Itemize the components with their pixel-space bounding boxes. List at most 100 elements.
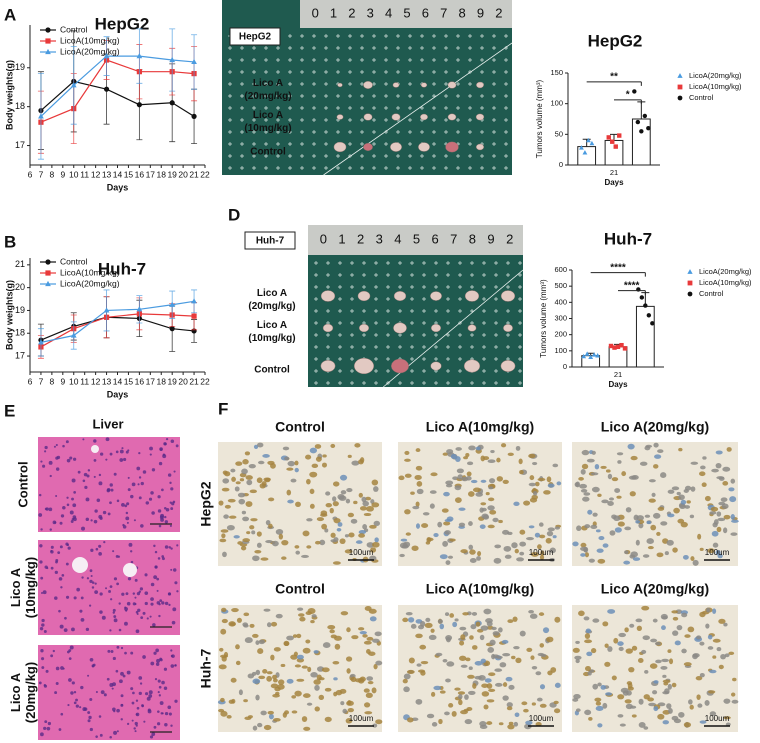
cell [519,529,526,535]
grid-cross [458,357,462,361]
cell [243,612,250,617]
cell [486,699,495,703]
grid-cross [456,154,460,158]
cell [627,682,633,689]
cell [647,697,654,702]
grid-cross [504,94,508,98]
cell [415,698,423,705]
tumor [390,142,402,152]
cell [410,623,417,629]
cell [711,530,719,537]
nucleus [120,671,124,676]
data-point [38,113,44,119]
cell [301,665,308,669]
x-axis-label: Days [604,178,624,187]
cell [709,711,717,716]
cell [402,617,409,623]
cell [221,533,226,539]
grid-cross [420,166,424,170]
cell [333,517,341,524]
nucleus [131,719,134,722]
cell [718,618,726,624]
cell [351,635,359,640]
grid-cross [494,297,498,301]
cell [513,721,519,727]
cell [458,699,463,706]
cell [347,512,355,518]
nucleus [124,651,127,655]
cell [655,659,662,664]
cell [296,654,304,660]
row-label: Lico A [253,110,283,121]
nucleus [164,601,169,606]
grid-cross [336,154,340,158]
grid-cross [240,94,244,98]
cell [332,561,341,565]
nucleus [41,666,45,670]
nucleus [52,520,57,525]
cell [429,490,437,494]
cell [511,542,518,549]
nucleus [57,551,61,555]
cell [667,513,675,518]
cell [281,539,289,546]
cell [638,522,644,529]
grid-cross [446,345,450,349]
cell [674,640,681,646]
cell [405,532,411,536]
cell [661,625,666,631]
row-label: Huh-7 [198,648,214,688]
cell [239,478,245,482]
cell [251,530,256,535]
cell [307,666,312,672]
grid-cross [422,321,426,325]
grid-cross [288,118,292,122]
cell [332,501,339,507]
data-point [643,303,648,308]
cell [416,488,424,495]
nucleus [172,607,177,612]
cell [465,657,471,662]
x-tick-label: 22 [200,169,210,179]
cell [485,492,490,496]
grid-cross [384,154,388,158]
nucleus [89,579,93,583]
grid-cross [300,118,304,122]
nucleus [150,602,154,606]
row-label: (10mg/kg) [244,123,291,134]
data-point [622,346,628,351]
nucleus [87,674,90,677]
cell [592,618,600,623]
nucleus [112,608,116,612]
cell [662,674,667,678]
significance-label: * [626,89,630,100]
data-point [617,133,622,138]
cell [324,528,329,533]
cell [407,717,414,723]
grid-cross [470,333,474,337]
cell [699,547,704,551]
cell [306,478,311,485]
cell [290,478,297,483]
cell [572,698,579,702]
panel-letter: B [4,232,16,251]
cell [258,639,265,645]
nucleus [115,554,119,558]
cell [374,537,379,543]
grid-cross [434,309,438,313]
grid-cross [252,166,256,170]
nucleus [87,469,91,472]
nucleus [95,735,98,738]
nucleus [81,526,86,531]
grid-cross [468,34,472,38]
grid-cross [386,285,390,289]
cell [492,517,499,523]
cell [584,639,593,644]
legend-label: LicoA(20mg/kg) [60,46,120,56]
grid-cross [240,154,244,158]
nucleus [109,735,112,739]
grid-cross [458,345,462,349]
cell [692,559,699,566]
nucleus [90,519,93,522]
cell [252,678,261,684]
